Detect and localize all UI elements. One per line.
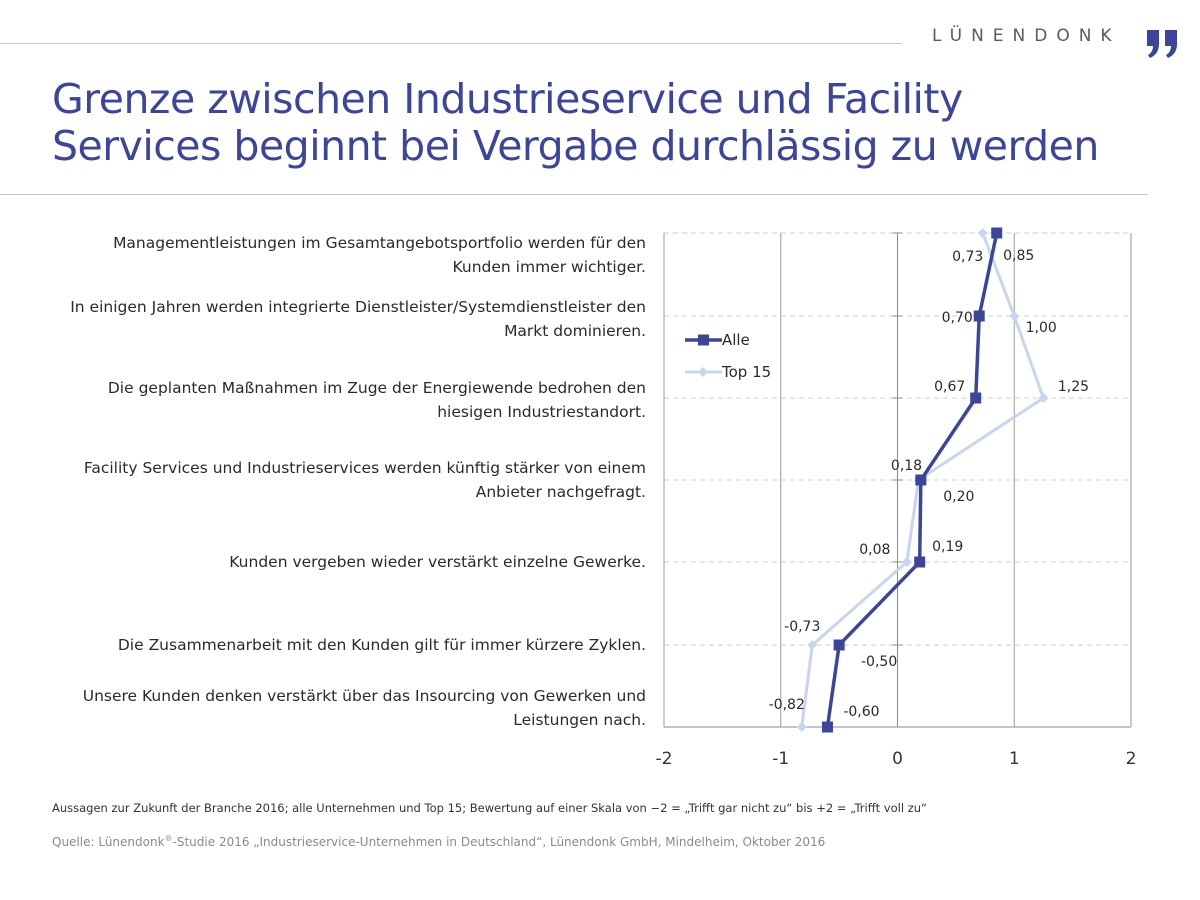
legend-label-alle: Alle (722, 331, 750, 349)
statement-1: Managementleistungen im Gesamtangebotspo… (50, 231, 646, 279)
statement-3-line-2: hiesigen Industriestandort. (437, 403, 646, 421)
footnote: Aussagen zur Zukunft der Branche 2016; a… (52, 801, 927, 815)
top-rule (0, 43, 902, 44)
source-suffix: -Studie 2016 „Industrieservice-Unternehm… (172, 835, 826, 849)
data-label-top15-4: 0,18 (891, 458, 922, 474)
data-label-top15-1: 0,73 (952, 249, 983, 265)
legend-marker-top15 (698, 367, 708, 377)
x-tick-label-3: 0 (892, 749, 903, 769)
data-point-alle-6 (833, 639, 845, 651)
statement-3: Die geplanten Maßnahmen im Zuge der Ener… (50, 376, 646, 424)
data-point-top15-7 (796, 722, 807, 732)
data-point-alle-5 (914, 556, 926, 568)
x-tick-label-1: -2 (656, 749, 673, 769)
page-title: Grenze zwischen Industrieservice und Fac… (52, 76, 1152, 170)
data-label-top15-6: -0,73 (784, 619, 820, 635)
statement-4-line-1: Facility Services und Industrieservices … (83, 459, 646, 477)
statement-2-line-2: Markt dominieren. (504, 322, 646, 340)
title-line-1: Grenze zwischen Industrieservice und Fac… (52, 75, 963, 123)
data-point-alle-7 (821, 721, 833, 733)
data-label-top15-2: 1,00 (1026, 320, 1057, 336)
data-label-alle-4: 0,20 (943, 489, 974, 505)
brand-logo-text: LÜNENDONK (932, 26, 1121, 46)
data-point-top15-3 (1038, 393, 1049, 403)
title-rule (0, 194, 1148, 195)
statement-5-line-1: Kunden vergeben wieder verstärkt einzeln… (229, 553, 646, 571)
quote-mark-icon (1147, 30, 1177, 58)
data-label-alle-7: -0,60 (843, 704, 879, 720)
data-label-alle-2: 0,70 (942, 310, 973, 326)
statement-3-line-1: Die geplanten Maßnahmen im Zuge der Ener… (107, 379, 646, 397)
data-label-alle-3: 0,67 (934, 379, 965, 395)
statement-4-line-2: Anbieter nachgefragt. (475, 483, 646, 501)
legend-label-top15: Top 15 (721, 363, 771, 381)
data-point-alle-4 (915, 474, 927, 486)
statement-4: Facility Services und Industrieservices … (50, 456, 646, 504)
title-line-2: Services beginnt bei Vergabe durchlässig… (52, 122, 1099, 170)
registered-mark: ® (164, 834, 173, 843)
source-note: Quelle: Lünendonk®-Studie 2016 „Industri… (52, 834, 825, 849)
statement-6: Die Zusammenarbeit mit den Kunden gilt f… (50, 633, 646, 657)
source-prefix: Quelle: Lünendonk (52, 835, 165, 849)
data-label-top15-3: 1,25 (1058, 379, 1089, 395)
data-label-top15-5: 0,08 (859, 542, 890, 558)
data-point-top15-6 (807, 640, 818, 650)
statement-7-line-1: Unsere Kunden denken verstärkt über das … (82, 687, 646, 705)
statement-5: Kunden vergeben wieder verstärkt einzeln… (50, 550, 646, 574)
statement-1-line-1: Managementleistungen im Gesamtangebotspo… (113, 234, 646, 252)
data-label-alle-6: -0,50 (861, 654, 897, 670)
statement-2-line-1: In einigen Jahren werden integrierte Die… (70, 298, 646, 316)
data-point-alle-2 (973, 310, 985, 322)
data-point-top15-1 (977, 228, 988, 238)
statement-7-line-2: Leistungen nach. (513, 711, 646, 729)
statement-6-line-1: Die Zusammenarbeit mit den Kunden gilt f… (117, 636, 646, 654)
x-tick-label-5: 2 (1126, 749, 1137, 769)
data-label-top15-7: -0,82 (769, 697, 805, 713)
statement-7: Unsere Kunden denken verstärkt über das … (50, 684, 646, 732)
data-point-alle-1 (991, 227, 1003, 239)
data-label-alle-5: 0,19 (932, 539, 963, 555)
statement-1-line-2: Kunden immer wichtiger. (452, 258, 646, 276)
data-label-alle-1: 0,85 (1003, 248, 1034, 264)
statement-2: In einigen Jahren werden integrierte Die… (50, 295, 646, 343)
data-point-alle-3 (970, 392, 982, 404)
x-tick-label-4: 1 (1009, 749, 1020, 769)
x-tick-label-2: -1 (772, 749, 789, 769)
data-point-top15-2 (1009, 311, 1020, 321)
legend-marker-alle (698, 334, 709, 346)
data-point-top15-5 (901, 557, 912, 567)
